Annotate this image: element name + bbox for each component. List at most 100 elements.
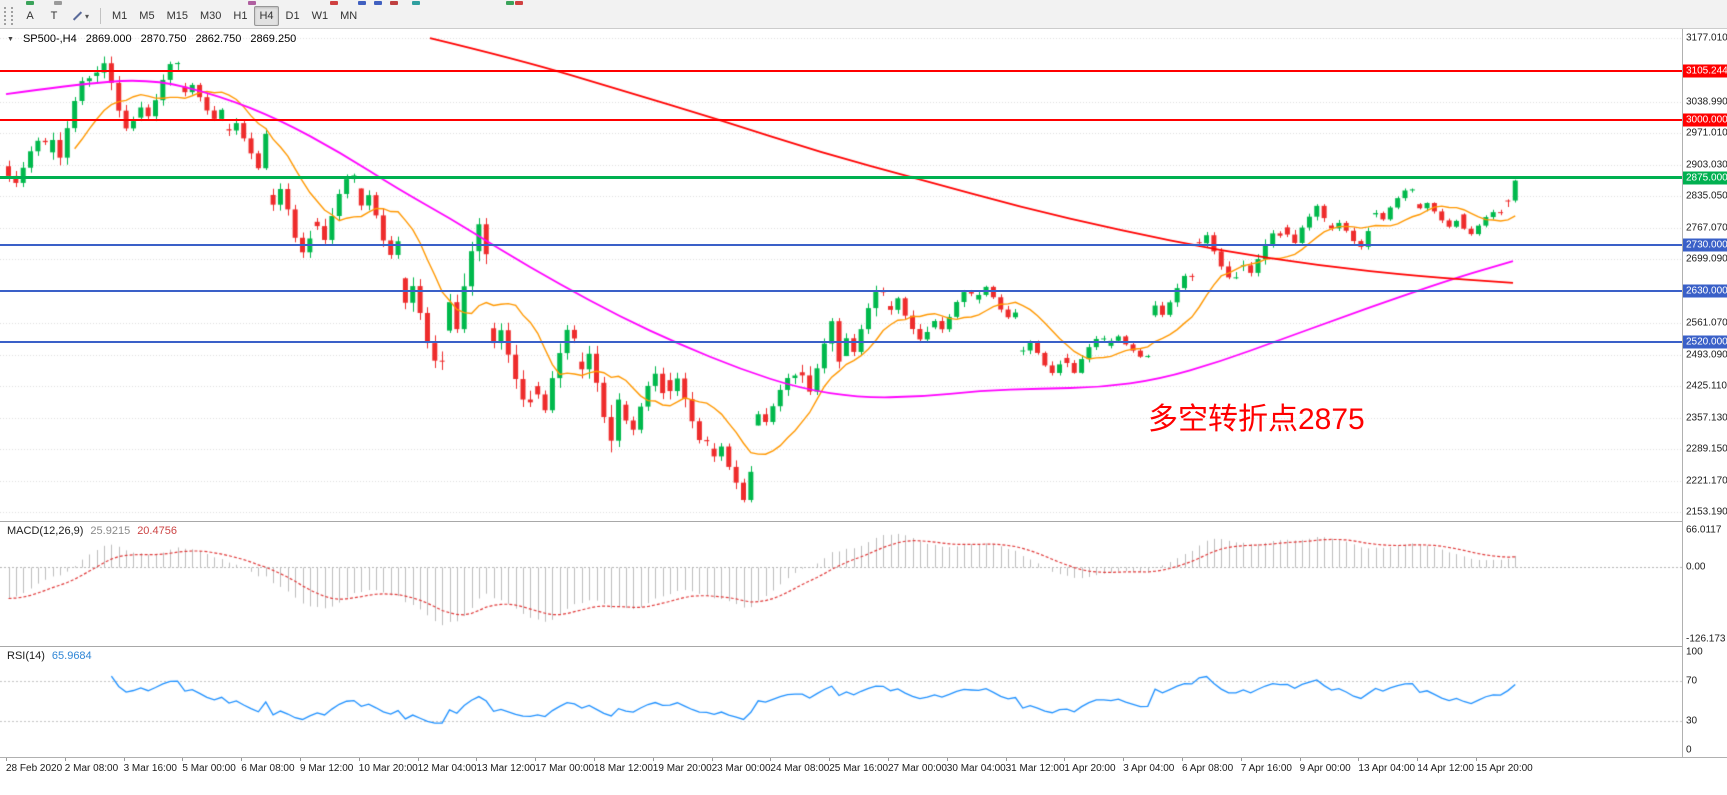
time-axis-label: 6 Mar 08:00 bbox=[241, 763, 295, 774]
time-axis-tick bbox=[476, 758, 478, 761]
panel-separator[interactable] bbox=[0, 646, 1727, 647]
toolbar-icon-fragment[interactable] bbox=[330, 1, 338, 5]
horizontal-line-2630.000[interactable] bbox=[0, 290, 1682, 293]
time-axis-label: 30 Mar 04:00 bbox=[946, 763, 1006, 774]
toolbar-icon-fragment[interactable] bbox=[390, 1, 398, 5]
time-axis-tick bbox=[1476, 758, 1477, 761]
price-tag-2730.000: 2730.000 bbox=[1683, 238, 1727, 252]
toolbar-top-strip bbox=[0, 0, 1727, 6]
time-axis-label: 5 Mar 00:00 bbox=[182, 763, 236, 774]
toolbar-icon-fragment[interactable] bbox=[358, 1, 366, 5]
macd-axis-label: -126.173 bbox=[1686, 633, 1726, 645]
price-tag-3000.000: 3000.000 bbox=[1683, 113, 1727, 127]
price-axis-label: 2699.090 bbox=[1686, 253, 1727, 265]
time-axis-tick bbox=[535, 758, 537, 761]
price-axis-label: 3177.010 bbox=[1686, 32, 1727, 44]
time-axis-label: 24 Mar 08:00 bbox=[770, 763, 830, 774]
price-axis[interactable]: 3177.010 3038.990 2971.010 2903.030 2835.050… bbox=[1682, 28, 1727, 757]
time-axis-label: 10 Mar 20:00 bbox=[358, 763, 418, 774]
rsi-axis-label: 100 bbox=[1686, 646, 1703, 658]
text-tool-button[interactable]: T bbox=[43, 6, 65, 26]
time-axis-tick bbox=[358, 758, 360, 761]
time-axis-label: 27 Mar 00:00 bbox=[888, 763, 947, 774]
time-axis-tick bbox=[946, 758, 948, 761]
chart-annotation-text[interactable]: 多空转折点2875 bbox=[1148, 403, 1365, 436]
price-tag-2520.000: 2520.000 bbox=[1683, 335, 1727, 349]
toolbar-icon-fragment[interactable] bbox=[515, 1, 523, 5]
arrow-tool-button[interactable]: A bbox=[19, 6, 41, 26]
price-tag-3105.244: 3105.244 bbox=[1683, 64, 1727, 78]
price-axis-label: 2221.170 bbox=[1686, 475, 1727, 487]
symbol-timeframe-label: SP500-,H4 bbox=[22, 33, 77, 45]
toolbar-icon-fragment[interactable] bbox=[248, 1, 256, 5]
toolbar-icon-fragment[interactable] bbox=[54, 1, 62, 5]
price-axis-label: 2561.070 bbox=[1686, 317, 1727, 329]
macd-signal-value: 20.4756 bbox=[137, 525, 177, 537]
time-axis-label: 9 Apr 00:00 bbox=[1299, 763, 1351, 774]
time-axis-label: 28 Feb 2020 bbox=[6, 763, 63, 774]
time-axis-label: 13 Mar 12:00 bbox=[476, 763, 536, 774]
rsi-axis-label: 70 bbox=[1686, 675, 1698, 687]
time-axis-tick bbox=[1182, 758, 1183, 761]
price-axis-label: 2835.050 bbox=[1686, 190, 1727, 202]
panel-separator[interactable] bbox=[0, 521, 1727, 522]
horizontal-line-2730.000[interactable] bbox=[0, 243, 1682, 246]
time-axis-label: 25 Mar 16:00 bbox=[829, 763, 889, 774]
timeframe-button-M1[interactable]: M1 bbox=[107, 6, 132, 26]
horizontal-line-2520.000[interactable] bbox=[0, 341, 1682, 344]
macd-indicator-label: MACD(12,26,9) 25.9215 20.4756 bbox=[7, 525, 177, 537]
timeframe-button-D1[interactable]: D1 bbox=[281, 6, 305, 26]
timeframe-button-M15[interactable]: M15 bbox=[162, 6, 193, 26]
time-axis-tick bbox=[417, 758, 419, 761]
time-axis-tick bbox=[123, 758, 125, 761]
time-axis-label: 9 Mar 12:00 bbox=[300, 763, 354, 774]
line-tools-button[interactable]: ▾ bbox=[67, 6, 94, 26]
toolbar-row: A T ▾ M1 M5 M15 M30 H1 H4 D1 W1 MN bbox=[0, 5, 363, 27]
time-axis[interactable]: 28 Feb 2020 2 Mar 08:00 3 Mar 16:00 5 Mar 0… bbox=[0, 757, 1727, 795]
time-axis-tick bbox=[1417, 758, 1419, 761]
timeframe-button-M30[interactable]: M30 bbox=[195, 6, 226, 26]
toolbar-icon-fragment[interactable] bbox=[374, 1, 382, 5]
toolbar-separator bbox=[100, 8, 102, 24]
collapse-chart-icon[interactable]: ▼ bbox=[7, 35, 14, 43]
price-axis-label: 2971.010 bbox=[1686, 127, 1727, 139]
time-axis-tick bbox=[1123, 758, 1125, 761]
price-tag-2875.000: 2875.000 bbox=[1683, 171, 1727, 185]
timeframe-button-W1[interactable]: W1 bbox=[307, 6, 334, 26]
time-axis-tick bbox=[652, 758, 654, 761]
toolbar-icon-fragment[interactable] bbox=[506, 1, 514, 5]
price-axis-label: 2903.030 bbox=[1686, 159, 1727, 171]
ohlc-high: 2870.750 bbox=[140, 33, 187, 45]
price-axis-label: 3038.990 bbox=[1686, 96, 1727, 108]
time-axis-tick bbox=[241, 758, 243, 761]
macd-main-value: 25.9215 bbox=[90, 525, 131, 537]
horizontal-line-3000.000[interactable] bbox=[0, 118, 1682, 121]
chevron-down-icon: ▾ bbox=[85, 11, 90, 21]
horizontal-line-3105.244[interactable] bbox=[0, 70, 1682, 73]
timeframe-button-H4[interactable]: H4 bbox=[254, 6, 279, 26]
toolbar: A T ▾ M1 M5 M15 M30 H1 H4 D1 W1 MN bbox=[0, 0, 1727, 29]
rsi-axis-label: 0 bbox=[1686, 744, 1692, 756]
horizontal-line-2875.000[interactable] bbox=[0, 176, 1682, 180]
ohlc-close: 2869.250 bbox=[250, 33, 297, 45]
time-axis-label: 7 Apr 16:00 bbox=[1240, 763, 1292, 774]
price-axis-label: 2357.130 bbox=[1686, 412, 1727, 424]
timeframe-button-M5[interactable]: M5 bbox=[134, 6, 159, 26]
time-axis-tick bbox=[64, 758, 66, 761]
toolbar-icon-fragment[interactable] bbox=[412, 1, 420, 5]
rsi-name: RSI(14) bbox=[7, 650, 45, 662]
candlestick-chart-canvas[interactable] bbox=[0, 28, 1682, 757]
toolbar-icon-fragment[interactable] bbox=[26, 1, 34, 5]
timeframe-button-MN[interactable]: MN bbox=[335, 6, 362, 26]
time-axis-tick bbox=[6, 758, 7, 761]
time-axis-tick bbox=[1240, 758, 1242, 761]
price-axis-label: 2425.110 bbox=[1686, 380, 1727, 392]
toolbar-drag-handle[interactable] bbox=[4, 7, 13, 25]
rsi-axis-label: 30 bbox=[1686, 715, 1698, 727]
price-tag-2630.000: 2630.000 bbox=[1683, 284, 1727, 298]
time-axis-label: 14 Apr 12:00 bbox=[1417, 763, 1474, 774]
timeframe-button-H1[interactable]: H1 bbox=[228, 6, 252, 26]
price-axis-label: 2767.070 bbox=[1686, 222, 1727, 234]
time-axis-label: 2 Mar 08:00 bbox=[64, 763, 119, 774]
time-axis-label: 12 Mar 04:00 bbox=[417, 763, 477, 774]
